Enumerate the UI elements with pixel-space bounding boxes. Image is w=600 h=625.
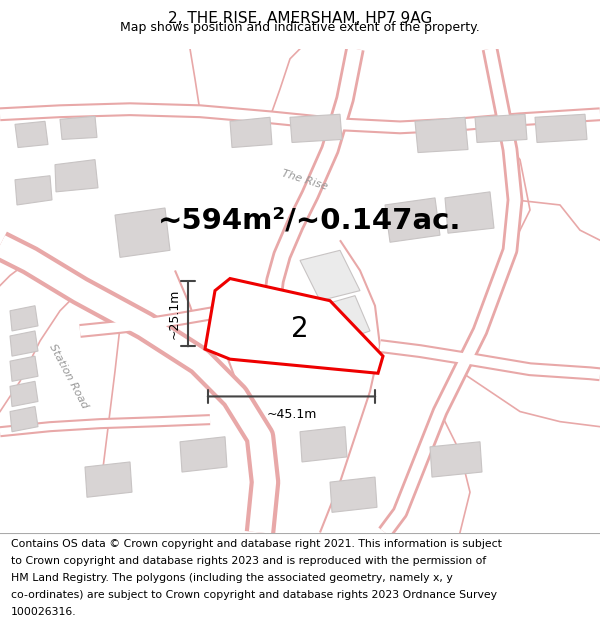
Text: 2, THE RISE, AMERSHAM, HP7 9AG: 2, THE RISE, AMERSHAM, HP7 9AG [168,11,432,26]
Polygon shape [385,198,440,242]
Polygon shape [290,114,342,142]
Polygon shape [300,427,347,462]
Polygon shape [15,121,48,148]
Polygon shape [10,356,38,381]
Polygon shape [300,250,360,301]
Polygon shape [445,192,494,233]
Polygon shape [180,437,227,472]
Polygon shape [15,176,52,205]
Polygon shape [10,306,38,331]
Text: co-ordinates) are subject to Crown copyright and database rights 2023 Ordnance S: co-ordinates) are subject to Crown copyr… [11,590,497,600]
Polygon shape [415,118,468,152]
Text: ~45.1m: ~45.1m [266,408,317,421]
Polygon shape [295,326,340,366]
Polygon shape [535,114,587,142]
Polygon shape [10,331,38,356]
Polygon shape [205,279,383,373]
Polygon shape [320,296,370,343]
Text: The Rise: The Rise [281,168,329,191]
Polygon shape [330,477,377,512]
Text: Contains OS data © Crown copyright and database right 2021. This information is : Contains OS data © Crown copyright and d… [11,539,502,549]
Polygon shape [475,114,527,142]
Polygon shape [10,381,38,406]
Text: ~594m²/~0.147ac.: ~594m²/~0.147ac. [158,206,462,234]
Text: Station Road: Station Road [47,342,89,410]
Text: to Crown copyright and database rights 2023 and is reproduced with the permissio: to Crown copyright and database rights 2… [11,556,486,566]
Text: ~25.1m: ~25.1m [167,289,181,339]
Polygon shape [115,208,170,258]
Polygon shape [230,118,272,148]
Polygon shape [85,462,132,498]
Polygon shape [10,406,38,432]
Polygon shape [60,116,97,139]
Text: 2: 2 [291,315,309,343]
Polygon shape [55,159,98,192]
Text: 100026316.: 100026316. [11,608,76,618]
Polygon shape [430,442,482,477]
Text: HM Land Registry. The polygons (including the associated geometry, namely x, y: HM Land Registry. The polygons (includin… [11,573,452,583]
Text: Map shows position and indicative extent of the property.: Map shows position and indicative extent… [120,21,480,34]
